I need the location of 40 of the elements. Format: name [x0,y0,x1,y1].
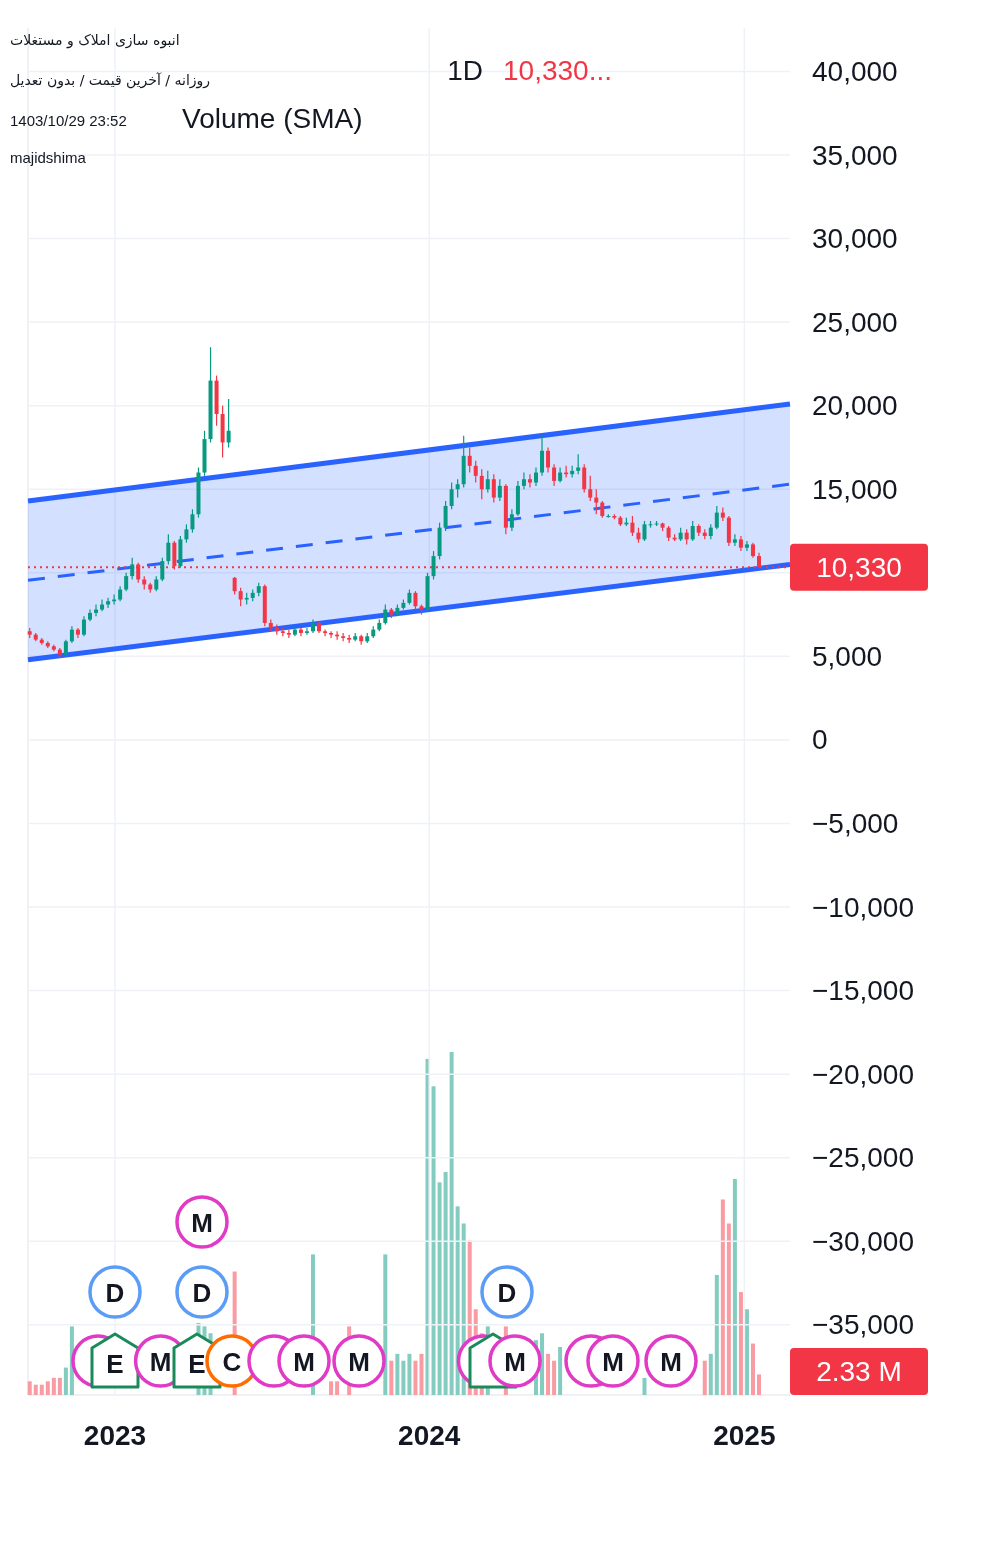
y-tick-label: −5,000 [812,807,899,839]
y-tick-label: −25,000 [812,1142,914,1174]
y-tick-label: 30,000 [812,223,898,255]
chart-title: انبوه سازی املاک و مستغلات [10,32,180,49]
annotation: M [348,1347,370,1377]
annotation: D [105,1278,125,1308]
annotation: majidshima [10,148,87,166]
y-tick-label: 20,000 [812,390,898,422]
y-tick-label: 15,000 [812,473,898,505]
text: روزانه / آخرین قیمت / بدون تعدیل [10,72,211,89]
x-tick-label: 2025 [713,1419,776,1451]
ref-line-label: 10,330 [816,551,902,583]
annotation: M [191,1208,213,1238]
annotation: M [504,1347,526,1377]
annotation: M [293,1347,315,1377]
annotation: E [188,1349,206,1379]
annotation: E [106,1349,124,1379]
y-tick-label: 5,000 [812,640,883,672]
y-tick-label: 40,000 [812,55,898,87]
y-tick-label: −20,000 [812,1058,914,1090]
y-tick-label: 35,000 [812,139,898,171]
annotation: M [602,1347,624,1377]
annotation: Volume (SMA) [182,102,363,134]
y-tick-label: −30,000 [812,1225,914,1257]
y-tick-label: −15,000 [812,975,914,1007]
x-tick-label: 2023 [83,1419,147,1451]
annotation: D [497,1278,517,1308]
annotation: M [660,1347,682,1377]
annotation: 1D [447,54,483,86]
annotation: D [192,1278,212,1308]
y-tick-label: −35,000 [812,1309,914,1341]
y-tick-label: −10,000 [812,891,914,923]
y-tick-label: 0 [812,724,828,756]
annotation: C [222,1347,242,1377]
x-tick-label: 2024 [398,1419,461,1451]
y-tick-label: 25,000 [812,306,898,338]
annotation: M [149,1347,172,1377]
annotation: 10,330... [503,54,612,86]
text: 2.33 M [816,1356,902,1387]
annotation: 1403/10/29 23:52 [10,111,127,129]
